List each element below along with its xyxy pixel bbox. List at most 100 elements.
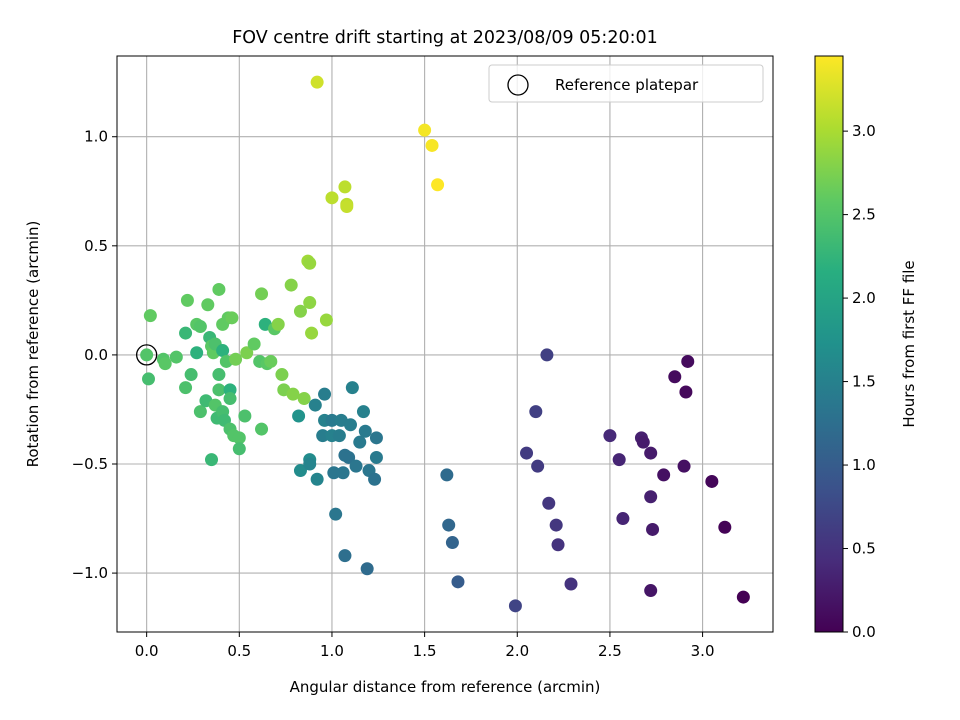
- data-point: [292, 409, 306, 423]
- data-point: [644, 490, 658, 504]
- colorbar-tick-label: 0.5: [852, 540, 876, 558]
- data-point: [142, 372, 156, 386]
- data-point: [247, 337, 261, 351]
- data-point: [542, 496, 556, 510]
- colorbar-tick-label: 3.0: [852, 122, 876, 140]
- data-point: [205, 453, 219, 467]
- data-point: [705, 474, 719, 488]
- data-point: [225, 311, 239, 325]
- data-point: [158, 357, 172, 371]
- plot-area-frame: [116, 55, 774, 633]
- data-point: [718, 520, 732, 534]
- data-point: [636, 435, 650, 449]
- data-point: [431, 178, 445, 192]
- colorbar-gradient: [815, 56, 843, 632]
- data-point: [190, 346, 204, 360]
- data-point: [336, 466, 350, 480]
- x-tick-label: 0.5: [227, 642, 251, 660]
- data-point: [308, 398, 322, 412]
- data-point: [238, 409, 252, 423]
- y-axis: −1.0 −0.5 0.0 0.5 1.0: [72, 128, 117, 582]
- data-point: [679, 385, 693, 399]
- data-point: [603, 429, 617, 443]
- data-point: [646, 522, 660, 536]
- data-point: [310, 472, 324, 486]
- data-point: [327, 466, 341, 480]
- data-point: [508, 599, 522, 613]
- x-tick-label: 0.0: [135, 642, 159, 660]
- legend-entry-reference: Reference platepar: [555, 76, 699, 94]
- data-point: [232, 442, 246, 456]
- colorbar-tick-label: 0.0: [852, 623, 876, 641]
- data-point: [616, 512, 630, 526]
- data-point: [325, 191, 339, 205]
- data-point: [564, 577, 578, 591]
- data-point: [657, 468, 671, 482]
- grid-lines: [117, 56, 773, 632]
- colorbar-frame: [814, 55, 844, 633]
- data-point: [286, 387, 300, 401]
- colorbar-tick-label: 2.0: [852, 289, 876, 307]
- data-point: [212, 368, 226, 382]
- data-point: [293, 464, 307, 478]
- data-point: [143, 309, 157, 323]
- data-point: [549, 518, 563, 532]
- data-point: [179, 381, 193, 395]
- data-point: [349, 459, 363, 473]
- data-point: [356, 405, 370, 419]
- legend-box: [488, 64, 764, 103]
- data-point: [681, 354, 695, 368]
- data-point: [529, 405, 543, 419]
- data-point: [275, 368, 289, 382]
- data-point: [644, 446, 658, 460]
- data-point: [284, 278, 298, 292]
- data-point: [353, 435, 367, 449]
- data-point: [425, 138, 439, 152]
- data-point: [179, 326, 193, 340]
- data-point: [345, 381, 359, 395]
- points-layer: [140, 75, 750, 613]
- data-point: [338, 549, 352, 563]
- colorbar-label: Hours from first FF file: [900, 260, 918, 427]
- data-point: [310, 75, 324, 89]
- data-point: [240, 346, 254, 360]
- data-point: [232, 431, 246, 445]
- data-point: [644, 584, 658, 598]
- data-point: [360, 562, 374, 576]
- y-tick-label: −0.5: [72, 455, 108, 473]
- y-tick-label: 0.0: [84, 346, 108, 364]
- data-point: [736, 590, 750, 604]
- data-point: [368, 472, 382, 486]
- x-axis-label: Angular distance from reference (arcmin): [290, 678, 601, 696]
- data-point: [343, 418, 357, 432]
- data-point: [212, 383, 226, 397]
- reference-marker: [135, 344, 158, 366]
- data-point: [303, 296, 317, 310]
- data-point: [342, 450, 356, 464]
- x-tick-label: 1.5: [413, 642, 437, 660]
- colorbar-tick-label: 2.5: [852, 206, 876, 224]
- data-point: [369, 450, 383, 464]
- data-point: [255, 287, 269, 301]
- data-point: [451, 575, 465, 589]
- reference-point-marker: [135, 344, 158, 366]
- data-point: [193, 320, 207, 334]
- data-point: [332, 429, 346, 443]
- data-point: [445, 536, 459, 550]
- legend[interactable]: Reference platepar: [488, 64, 764, 103]
- data-point: [442, 518, 456, 532]
- colorbar-ticks: 0.0 0.5 1.0 1.5 2.0 2.5 3.0: [843, 122, 876, 641]
- x-tick-label: 1.0: [320, 642, 344, 660]
- x-axis: 0.0 0.5 1.0 1.5 2.0 2.5 3.0: [135, 632, 715, 660]
- x-tick-label: 2.5: [598, 642, 622, 660]
- y-tick-label: 1.0: [84, 128, 108, 146]
- data-point: [223, 392, 237, 406]
- data-point: [319, 313, 333, 327]
- data-point: [369, 431, 383, 445]
- data-point: [612, 453, 626, 467]
- data-point: [316, 429, 330, 443]
- x-tick-label: 3.0: [691, 642, 715, 660]
- colorbar-tick-label: 1.5: [852, 373, 876, 391]
- data-point: [180, 293, 194, 307]
- data-point: [229, 352, 243, 366]
